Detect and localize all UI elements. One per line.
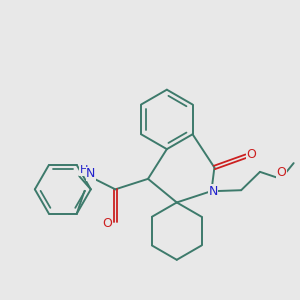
- Text: O: O: [276, 166, 286, 179]
- Text: N: N: [86, 167, 95, 180]
- Text: O: O: [103, 217, 112, 230]
- Text: H: H: [80, 165, 88, 175]
- Text: N: N: [208, 185, 218, 198]
- Text: O: O: [246, 148, 256, 161]
